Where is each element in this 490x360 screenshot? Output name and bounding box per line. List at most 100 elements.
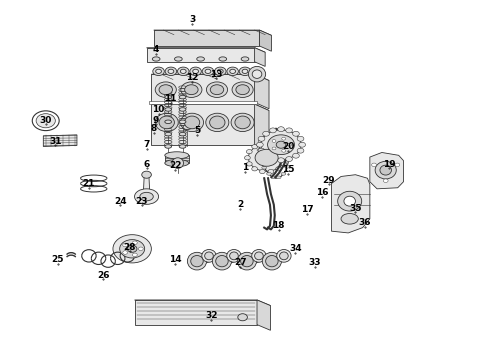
Polygon shape [149,101,257,104]
Ellipse shape [179,95,186,99]
Ellipse shape [380,165,392,175]
Ellipse shape [282,149,286,152]
Ellipse shape [258,140,263,143]
Text: 7: 7 [144,140,150,149]
Ellipse shape [159,85,172,95]
Polygon shape [331,175,370,233]
Ellipse shape [127,245,137,252]
Text: 35: 35 [349,204,362,213]
Polygon shape [194,256,217,265]
Ellipse shape [276,176,281,179]
Ellipse shape [281,162,287,166]
Ellipse shape [181,82,202,98]
Ellipse shape [293,131,299,136]
Ellipse shape [268,170,274,174]
Text: 13: 13 [210,70,222,79]
Text: 11: 11 [164,94,177,103]
Ellipse shape [285,165,290,168]
Polygon shape [244,256,267,265]
Ellipse shape [299,142,305,147]
Ellipse shape [190,67,201,76]
Ellipse shape [165,67,177,76]
Ellipse shape [219,57,227,61]
Ellipse shape [281,135,286,138]
Ellipse shape [268,135,294,154]
Text: 25: 25 [51,255,64,264]
Ellipse shape [183,125,192,130]
Text: 22: 22 [169,161,182,170]
Text: 33: 33 [308,258,321,267]
Text: 28: 28 [123,243,136,252]
Ellipse shape [278,158,284,163]
Ellipse shape [248,66,266,82]
Text: 30: 30 [40,116,52,125]
Ellipse shape [280,252,288,260]
Ellipse shape [165,108,172,111]
Polygon shape [219,256,242,265]
Polygon shape [147,48,265,52]
Ellipse shape [241,256,253,267]
Ellipse shape [277,249,291,262]
Ellipse shape [281,149,287,154]
Ellipse shape [258,136,265,141]
Text: 24: 24 [114,197,126,206]
Ellipse shape [285,143,290,145]
Ellipse shape [120,240,145,258]
Ellipse shape [123,251,127,254]
Ellipse shape [283,156,289,160]
Ellipse shape [212,252,232,270]
Ellipse shape [282,137,286,140]
Polygon shape [255,48,265,66]
Polygon shape [147,48,255,62]
Ellipse shape [177,67,189,76]
Ellipse shape [259,142,265,146]
Ellipse shape [165,152,189,159]
Ellipse shape [155,82,176,98]
Ellipse shape [135,189,159,204]
Ellipse shape [272,140,276,143]
Ellipse shape [245,156,250,160]
Ellipse shape [184,116,200,129]
Ellipse shape [180,113,203,131]
Ellipse shape [156,69,161,73]
Ellipse shape [165,120,172,123]
Text: 9: 9 [153,116,159,125]
Polygon shape [154,30,259,46]
Ellipse shape [270,128,276,133]
Ellipse shape [32,111,59,131]
Ellipse shape [159,116,174,129]
Polygon shape [165,155,189,163]
Ellipse shape [246,162,252,166]
Ellipse shape [138,247,143,251]
Text: 36: 36 [359,218,371,227]
Ellipse shape [231,113,254,131]
Text: 3: 3 [189,15,196,24]
Ellipse shape [383,179,388,183]
Ellipse shape [216,256,228,267]
Ellipse shape [248,144,285,171]
Ellipse shape [210,116,225,129]
Ellipse shape [266,256,278,267]
Ellipse shape [132,241,137,244]
Ellipse shape [227,67,239,76]
Ellipse shape [227,249,241,262]
Ellipse shape [210,85,224,95]
Text: 18: 18 [272,221,285,230]
Polygon shape [135,300,270,306]
Ellipse shape [267,172,271,175]
Ellipse shape [297,148,304,153]
Ellipse shape [179,132,186,136]
Ellipse shape [262,252,281,270]
Polygon shape [151,104,255,145]
Polygon shape [151,74,255,102]
Ellipse shape [185,85,198,95]
Text: 2: 2 [237,200,244,209]
Text: 27: 27 [234,258,246,267]
Ellipse shape [205,69,211,73]
Ellipse shape [180,69,186,73]
Ellipse shape [263,153,270,158]
Ellipse shape [341,213,358,224]
Ellipse shape [230,69,236,73]
Text: 4: 4 [153,45,159,54]
Ellipse shape [252,70,262,78]
